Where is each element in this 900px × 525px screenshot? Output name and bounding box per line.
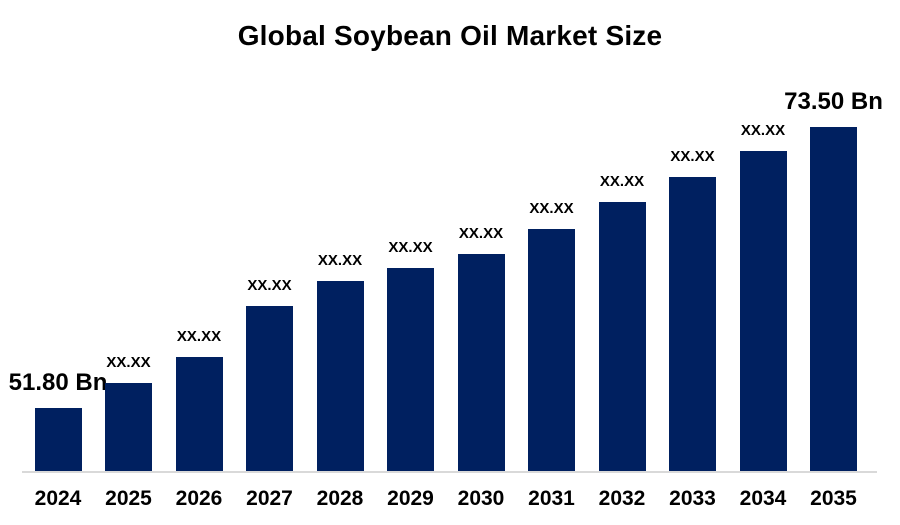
bar-2031	[528, 229, 575, 471]
bar-value-label-2026: XX.XX	[176, 328, 222, 345]
bar-2029	[387, 268, 434, 471]
x-tick-label-2034: 2034	[739, 487, 787, 510]
x-axis-line	[22, 471, 877, 473]
bar-value-label-2027: XX.XX	[247, 277, 292, 294]
bar-value-label-2032: XX.XX	[599, 173, 645, 190]
x-tick-label-2027: 2027	[246, 487, 293, 510]
bar-2030	[457, 254, 505, 471]
bar-value-label-2030: XX.XX	[458, 225, 504, 242]
bar-value-label-2028: XX.XX	[317, 252, 363, 269]
bar-value-label-2033: XX.XX	[670, 148, 715, 165]
bar-value-label-2025: XX.XX	[106, 354, 151, 371]
bar-2026	[175, 357, 223, 471]
x-tick-label-2026: 2026	[175, 487, 223, 510]
x-tick-label-2032: 2032	[598, 487, 646, 510]
x-tick-label-2029: 2029	[387, 487, 434, 510]
bar-2033	[669, 177, 716, 471]
bar-2027	[246, 306, 293, 471]
x-tick-label-2030: 2030	[457, 487, 505, 510]
bar-value-label-2029: XX.XX	[388, 239, 433, 256]
bar-2024	[34, 408, 82, 471]
x-tick-label-2024: 2024	[34, 487, 82, 510]
bar-2035	[810, 127, 857, 471]
x-tick-label-2025: 2025	[105, 487, 152, 510]
bar-2025	[105, 383, 152, 471]
bar-value-label-2024: 51.80 Bn	[8, 369, 108, 396]
x-tick-label-2031: 2031	[528, 487, 575, 510]
x-tick-label-2028: 2028	[316, 487, 364, 510]
chart-title: Global Soybean Oil Market Size	[237, 20, 663, 51]
bar-value-label-2035: 73.50 Bn	[784, 88, 883, 115]
bar-value-label-2031: XX.XX	[529, 200, 574, 217]
x-tick-label-2033: 2033	[669, 487, 716, 510]
bar-value-label-2034: XX.XX	[740, 122, 786, 139]
bar-2032	[598, 202, 646, 471]
x-tick-label-2035: 2035	[810, 487, 857, 510]
bar-2034	[739, 151, 787, 471]
bar-2028	[316, 281, 364, 471]
